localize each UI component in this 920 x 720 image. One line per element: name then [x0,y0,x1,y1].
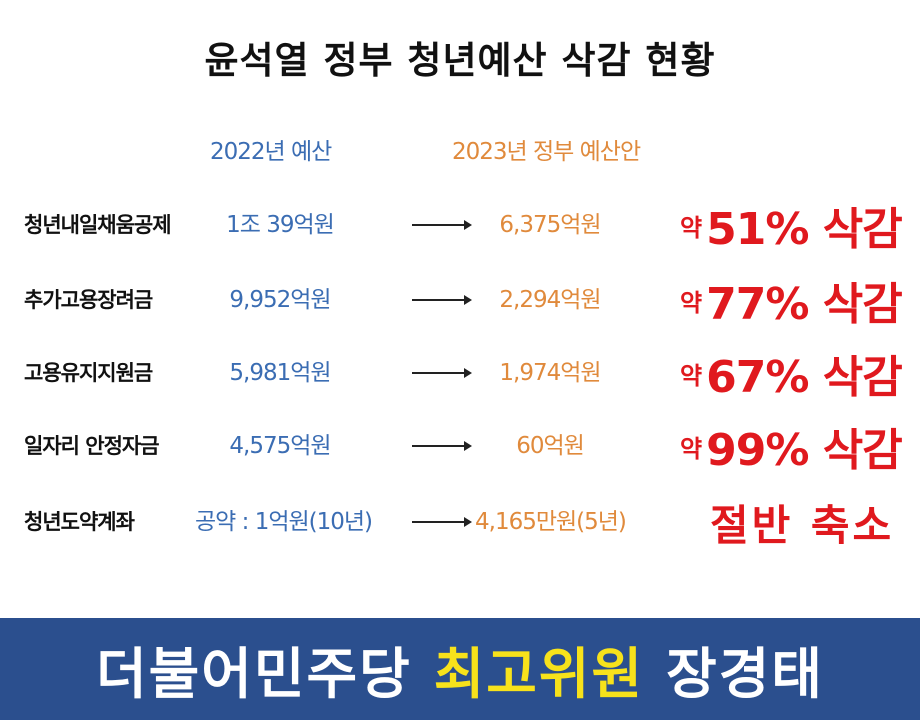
budget-2022-value: 5,981억원 [229,360,331,386]
program-name: 일자리 안정자금 [24,434,160,458]
cut-indicator: 약 51% 삭감 [680,195,915,255]
party-name: 더불어민주당 [96,642,412,706]
cut-text: 51% 삭감 [706,204,903,255]
cut-text: 77% 삭감 [706,279,903,330]
program-name: 추가고용장려금 [24,288,153,312]
cut-text: 절반 축소 [710,500,895,550]
cut-text: 67% 삭감 [706,352,903,403]
budget-2022-value: 4,575억원 [229,433,331,459]
cut-prefix: 약 [680,288,703,317]
cut-text: 99% 삭감 [706,425,903,476]
page-title: 윤석열 정부 청년예산 삭감 현황 [204,39,716,82]
program-name: 고용유지지원금 [24,361,153,385]
cut-prefix: 약 [680,361,703,390]
right-arrow-icon [412,220,472,230]
budget-row: 추가고용장려금 9,952억원 2,294억원 약 77% 삭감 [0,270,920,330]
program-name: 청년내일채움공제 [24,213,172,237]
cut-prefix: 약 [680,434,703,463]
position-title: 최고위원 [433,642,645,706]
cut-indicator: 약 99% 삭감 [680,416,915,476]
program-name: 청년도약계좌 [24,510,135,534]
right-arrow-icon [412,295,472,305]
budget-2023-value: 4,165만원(5년) [475,509,627,535]
budget-2022-value: 1조 39억원 [226,212,335,238]
right-arrow-icon [412,368,472,378]
person-name: 장경태 [666,642,824,706]
budget-2022-value: 공약 : 1억원(10년) [195,509,373,535]
budget-2023-value: 1,974억원 [499,360,601,386]
budget-2023-value: 2,294억원 [499,287,601,313]
budget-2023-value: 60억원 [516,433,585,459]
right-arrow-icon [412,517,472,527]
budget-2022-value: 9,952억원 [229,287,331,313]
budget-row: 고용유지지원금 5,981억원 1,974억원 약 67% 삭감 [0,343,920,403]
cut-prefix: 약 [680,213,703,242]
budget-row: 청년도약계좌 공약 : 1억원(10년) 4,165만원(5년) 절반 축소 [0,492,920,552]
header-2022-budget: 2022년 예산 [210,139,332,165]
budget-row: 청년내일채움공제 1조 39억원 6,375억원 약 51% 삭감 [0,195,920,255]
cut-indicator: 절반 축소 [680,492,915,552]
budget-row: 일자리 안정자금 4,575억원 60억원 약 99% 삭감 [0,416,920,476]
footer-banner: 더불어민주당 최고위원 장경태 [0,618,920,720]
cut-indicator: 약 77% 삭감 [680,270,915,330]
cut-indicator: 약 67% 삭감 [680,343,915,403]
header-2023-budget: 2023년 정부 예산안 [452,139,641,165]
right-arrow-icon [412,441,472,451]
budget-2023-value: 6,375억원 [499,212,601,238]
